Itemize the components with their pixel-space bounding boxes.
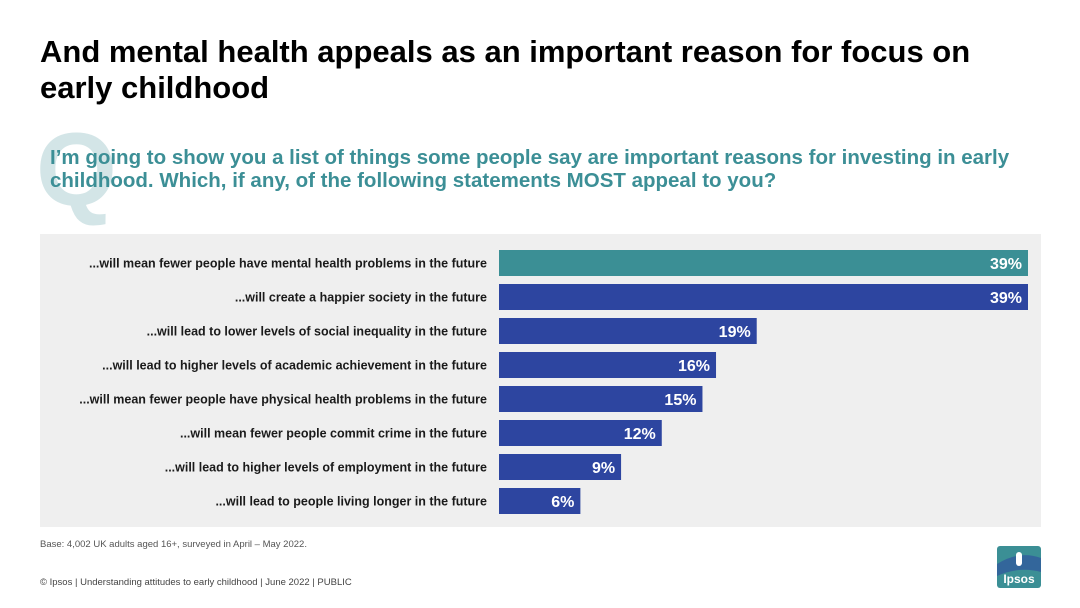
logo-text: Ipsos — [1003, 572, 1035, 586]
category-label: ...will mean fewer people commit crime i… — [180, 427, 487, 441]
category-label: ...will create a happier society in the … — [235, 291, 487, 305]
category-label: ...will lead to lower levels of social i… — [147, 325, 487, 339]
bar — [499, 420, 662, 446]
base-note: Base: 4,002 UK adults aged 16+, surveyed… — [40, 539, 307, 550]
bar-chart: ...will mean fewer people have mental he… — [79, 250, 1028, 514]
chart-panel: ...will mean fewer people have mental he… — [40, 234, 1041, 527]
data-label: 12% — [624, 426, 656, 443]
data-label: 19% — [719, 324, 751, 341]
data-label: 39% — [990, 256, 1022, 273]
data-label: 39% — [990, 290, 1022, 307]
page-title: And mental health appeals as an importan… — [40, 34, 971, 105]
bar — [499, 318, 757, 344]
question-mark-graphic: Q — [36, 112, 117, 228]
category-label: ...will mean fewer people have physical … — [79, 393, 487, 407]
category-label: ...will lead to higher levels of academi… — [102, 359, 487, 373]
bar — [499, 454, 622, 480]
data-label: 6% — [551, 494, 574, 511]
data-label: 9% — [592, 460, 615, 477]
data-label: 15% — [664, 392, 696, 409]
ipsos-logo: Ipsos — [997, 546, 1041, 588]
logo-figure — [1016, 552, 1022, 566]
bar — [499, 352, 717, 378]
category-label: ...will lead to people living longer in … — [215, 495, 487, 509]
bar — [499, 488, 581, 514]
bar — [499, 386, 703, 412]
survey-question: I’m going to show you a list of things s… — [50, 146, 1010, 192]
data-label: 16% — [678, 358, 710, 375]
bar — [499, 250, 1028, 276]
bar — [499, 284, 1028, 310]
category-label: ...will lead to higher levels of employm… — [165, 461, 487, 475]
category-label: ...will mean fewer people have mental he… — [89, 257, 487, 271]
footer-text: © Ipsos | Understanding attitudes to ear… — [40, 577, 352, 588]
